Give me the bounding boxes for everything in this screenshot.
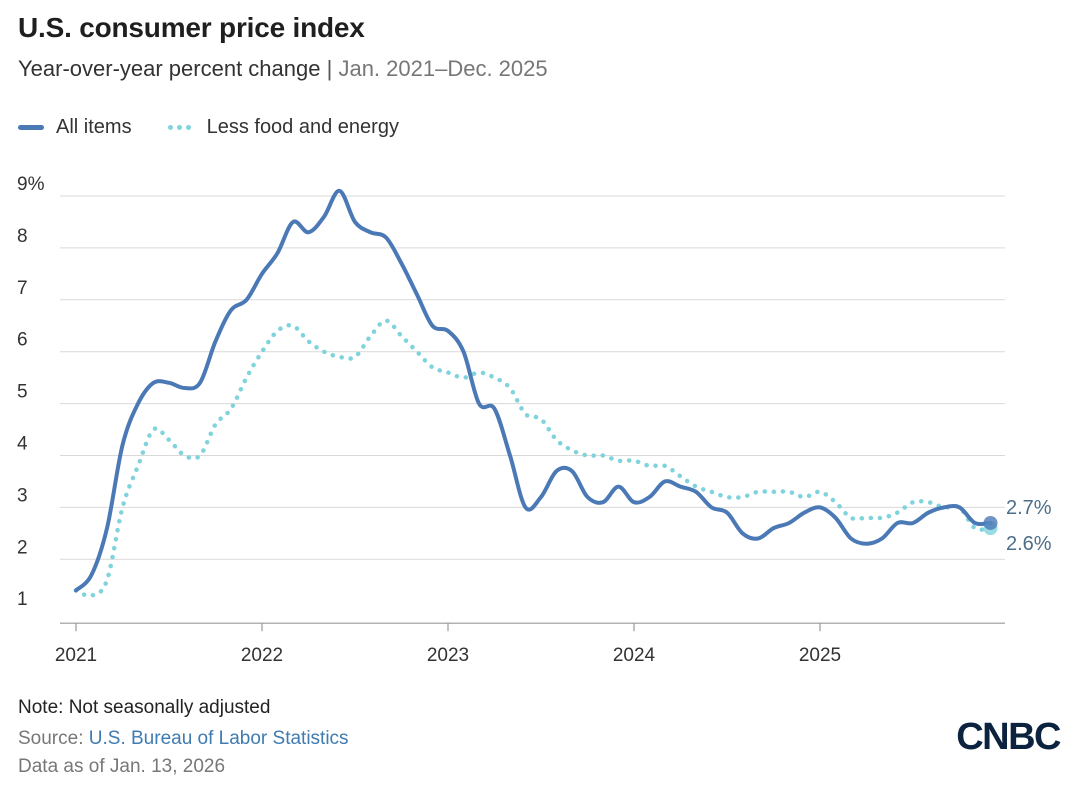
chart-title: U.S. consumer price index	[18, 12, 365, 43]
source-link[interactable]: U.S. Bureau of Labor Statistics	[88, 728, 349, 749]
source-line: Source: U.S. Bureau of Labor Statistics	[18, 728, 349, 750]
y-tick-label: 9%	[17, 174, 45, 195]
chart-legend: All items Less food and energy	[18, 116, 435, 139]
legend-label-core: Less food and energy	[206, 116, 399, 138]
x-tick-label: 2025	[799, 645, 841, 666]
subtitle-separator: |	[326, 56, 333, 81]
legend-label-all-items: All items	[56, 116, 132, 138]
legend-swatch-solid	[18, 125, 44, 130]
y-tick-label: 6	[17, 330, 28, 351]
y-tick-label: 4	[17, 434, 28, 455]
subtitle-date-range: Jan. 2021–Dec. 2025	[338, 56, 548, 81]
x-tick-label: 2024	[613, 645, 656, 666]
series-line-core	[73, 318, 993, 599]
legend-swatch-dotted	[167, 125, 195, 130]
end-label-core: 2.6%	[1006, 533, 1052, 555]
chart-subtitle: Year-over-year percent change | Jan. 202…	[18, 56, 548, 82]
y-tick-label: 2	[17, 537, 28, 558]
subtitle-text: Year-over-year percent change	[18, 56, 321, 81]
end-label-all-items: 2.7%	[1006, 497, 1052, 519]
end-marker-all-items	[983, 515, 998, 530]
x-tick-label: 2023	[427, 645, 469, 666]
y-tick-label: 7	[17, 278, 28, 299]
line-chart: 9% 8 7 6 5 4 3 2 1 2021 2022 2023 2024 2025 2.7% 2.6%	[17, 174, 1052, 666]
legend-item-core: Less food and energy	[167, 116, 399, 139]
legend-item-all-items: All items	[18, 116, 132, 139]
y-tick-label: 8	[17, 226, 28, 247]
x-tick-label: 2022	[241, 645, 283, 666]
x-tick-label: 2021	[55, 645, 97, 666]
cnbc-logo: CNBC	[956, 716, 1061, 758]
data-as-of: Data as of Jan. 13, 2026	[18, 756, 226, 777]
y-tick-label: 3	[17, 485, 28, 506]
y-tick-label: 5	[17, 382, 28, 403]
footnote: Note: Not seasonally adjusted	[18, 697, 271, 718]
y-tick-label: 1	[17, 589, 28, 610]
source-label: Source:	[18, 728, 84, 749]
series-line-all-items	[74, 188, 993, 593]
